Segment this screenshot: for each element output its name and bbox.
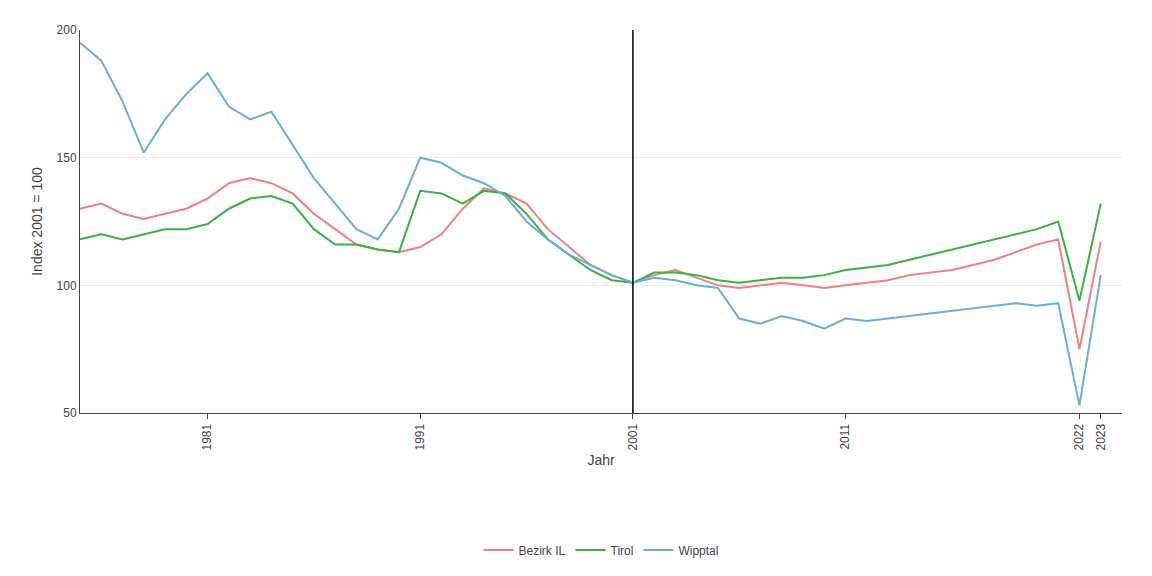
svg-text:Bezirk IL: Bezirk IL <box>519 544 566 558</box>
svg-text:100: 100 <box>57 279 77 293</box>
svg-text:200: 200 <box>57 23 77 37</box>
svg-text:50: 50 <box>63 406 77 420</box>
svg-text:2022: 2022 <box>1072 423 1086 450</box>
svg-text:2001: 2001 <box>626 423 640 450</box>
svg-text:Wipptal: Wipptal <box>678 544 718 558</box>
svg-text:Tirol: Tirol <box>611 544 634 558</box>
svg-text:150: 150 <box>57 151 77 165</box>
svg-text:Index 2001 = 100: Index 2001 = 100 <box>29 167 45 276</box>
svg-text:2023: 2023 <box>1094 423 1108 450</box>
svg-text:1981: 1981 <box>200 423 214 450</box>
svg-text:1991: 1991 <box>413 423 427 450</box>
svg-text:2011: 2011 <box>838 423 852 449</box>
svg-text:Jahr: Jahr <box>587 452 615 468</box>
